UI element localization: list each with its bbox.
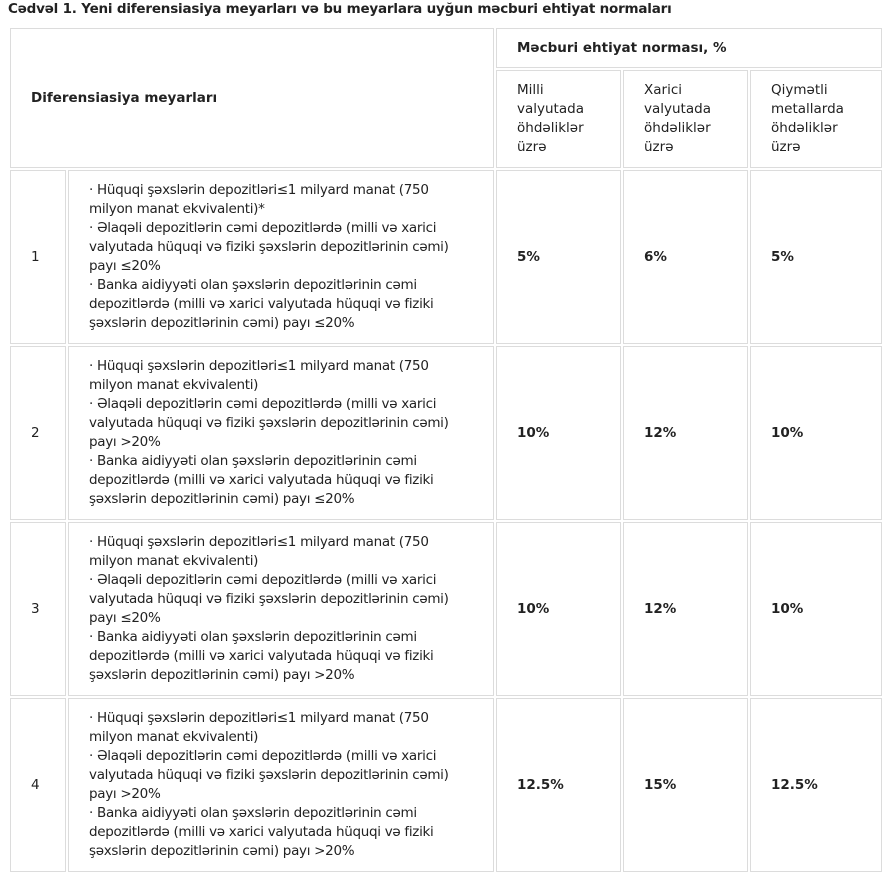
ratio-value: 12% — [623, 346, 748, 520]
group-header: Məcburi ehtiyat norması, % — [496, 28, 883, 68]
criteria-item: · Əlaqəli depozitlərin cəmi depozitlərdə… — [89, 572, 449, 626]
criteria-header: Diferensiasiya meyarları — [10, 28, 494, 168]
ratio-value: 12.5% — [750, 698, 883, 872]
criteria-item: · Əlaqəli depozitlərin cəmi depozitlərdə… — [89, 396, 449, 450]
ratio-value: 12.5% — [496, 698, 621, 872]
ratio-value: 10% — [496, 346, 621, 520]
ratio-value: 10% — [750, 522, 883, 696]
criteria-item: · Banka aidiyyəti olan şəxslərin depozit… — [89, 453, 434, 507]
ratio-value: 12% — [623, 522, 748, 696]
table-title: Cədvəl 1. Yeni diferensiasiya meyarları … — [8, 1, 672, 17]
table: Diferensiasiya meyarları Məcburi ehtiyat… — [8, 26, 884, 874]
row-number: 3 — [10, 522, 66, 696]
criteria-item: · Hüquqi şəxslərin depozitləri≤1 milyard… — [89, 358, 429, 393]
criteria-item: · Hüquqi şəxslərin depozitləri≤1 milyard… — [89, 534, 429, 569]
ratio-value: 10% — [750, 346, 883, 520]
table-row: 3 · Hüquqi şəxslərin depozitləri≤1 milyar… — [10, 522, 883, 696]
criteria-item: · Hüquqi şəxslərin depozitləri≤1 milyard… — [89, 710, 429, 745]
ratio-value: 5% — [496, 170, 621, 344]
column-header: Xarici valyutada öhdəliklər üzrə — [623, 70, 748, 168]
criteria-cell: · Hüquqi şəxslərin depozitləri≤1 milyard… — [68, 346, 494, 520]
ratio-value: 6% — [623, 170, 748, 344]
criteria-item: · Əlaqəli depozitlərin cəmi depozitlərdə… — [89, 748, 449, 802]
criteria-item: · Banka aidiyyəti olan şəxslərin depozit… — [89, 629, 434, 683]
ratio-value: 5% — [750, 170, 883, 344]
criteria-item: · Hüquqi şəxslərin depozitləri≤1 milyard… — [89, 182, 429, 217]
criteria-item: · Əlaqəli depozitlərin cəmi depozitlərdə… — [89, 220, 449, 274]
table-row: 2 · Hüquqi şəxslərin depozitləri≤1 milyar… — [10, 346, 883, 520]
criteria-cell: · Hüquqi şəxslərin depozitləri≤1 milyard… — [68, 698, 494, 872]
table-row: 4 · Hüquqi şəxslərin depozitləri≤1 milyar… — [10, 698, 883, 872]
column-header: Qiymətli metallarda öhdəliklər üzrə — [750, 70, 883, 168]
row-number: 4 — [10, 698, 66, 872]
row-number: 1 — [10, 170, 66, 344]
criteria-item: · Banka aidiyyəti olan şəxslərin depozit… — [89, 277, 434, 331]
criteria-item: · Banka aidiyyəti olan şəxslərin depozit… — [89, 805, 434, 859]
row-number: 2 — [10, 346, 66, 520]
criteria-cell: · Hüquqi şəxslərin depozitləri≤1 milyard… — [68, 522, 494, 696]
table-row: 1 · Hüquqi şəxslərin depozitləri≤1 milyar… — [10, 170, 883, 344]
column-header: Milli valyutada öhdəliklər üzrə — [496, 70, 621, 168]
ratio-value: 10% — [496, 522, 621, 696]
criteria-cell: · Hüquqi şəxslərin depozitləri≤1 milyard… — [68, 170, 494, 344]
ratio-value: 15% — [623, 698, 748, 872]
